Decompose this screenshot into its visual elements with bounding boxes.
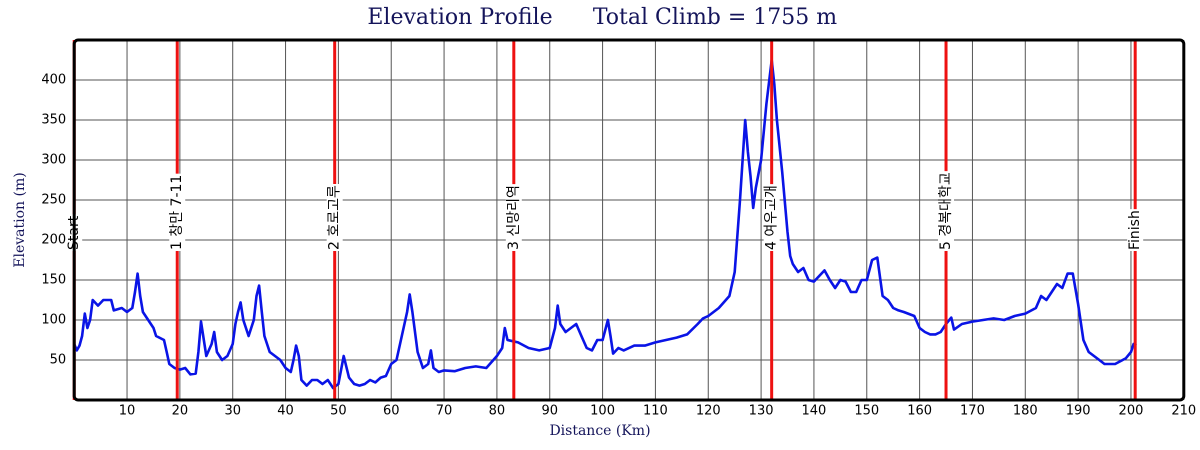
x-axis-label: Distance (Km) bbox=[549, 423, 650, 439]
x-tick-label: 160 bbox=[907, 404, 932, 419]
x-tick-label: 180 bbox=[1013, 404, 1038, 419]
y-tick-label: 350 bbox=[41, 113, 66, 128]
x-tick-label: 170 bbox=[960, 404, 985, 419]
checkpoint-label-group: 4 여우고개 bbox=[763, 184, 780, 251]
checkpoint-label-group: Finish bbox=[1127, 209, 1144, 251]
checkpoint-label-bg bbox=[763, 184, 780, 251]
elevation-line bbox=[72, 58, 1137, 390]
y-axis-label: Elevation (m) bbox=[12, 172, 28, 267]
x-tick-label: 130 bbox=[749, 404, 774, 419]
checkpoint-label-bg bbox=[1127, 209, 1144, 251]
x-tick-label: 50 bbox=[330, 404, 347, 419]
y-tick-label: 100 bbox=[41, 313, 66, 328]
checkpoint-label-group: 2 호로고루 bbox=[326, 184, 343, 251]
checkpoint-label: 4 여우고개 bbox=[764, 185, 780, 250]
x-tick-label: 30 bbox=[224, 404, 241, 419]
x-tick-label: 40 bbox=[277, 404, 294, 419]
checkpoint-label-bg bbox=[326, 184, 343, 251]
x-tick-label: 150 bbox=[854, 404, 879, 419]
x-tick-label: 90 bbox=[541, 404, 558, 419]
x-tick-label: 60 bbox=[383, 404, 400, 419]
x-tick-label: 140 bbox=[802, 404, 827, 419]
x-tick-label: 200 bbox=[1119, 404, 1144, 419]
chart-subtitle: Total Climb = 1755 m bbox=[593, 5, 837, 30]
checkpoint-label-bg bbox=[169, 173, 186, 251]
y-tick-label: 400 bbox=[41, 73, 66, 88]
checkpoint-label-bg bbox=[505, 184, 522, 251]
x-tick-label: 120 bbox=[696, 404, 721, 419]
checkpoint-label-group: 1 창만 7-11 bbox=[169, 173, 186, 251]
checkpoint-label: 2 호로고루 bbox=[327, 185, 343, 250]
checkpoint-label: 1 창만 7-11 bbox=[169, 175, 185, 250]
x-tick-label: 190 bbox=[1066, 404, 1091, 419]
x-tick-label: 110 bbox=[643, 404, 668, 419]
y-tick-label: 150 bbox=[41, 273, 66, 288]
checkpoint-label-group: 3 신망리역 bbox=[505, 184, 522, 251]
checkpoint-label: 3 신망리역 bbox=[506, 185, 522, 250]
checkpoint-label: Finish bbox=[1127, 210, 1143, 250]
plot-frame bbox=[72, 38, 1186, 402]
x-tick-label: 80 bbox=[489, 404, 506, 419]
x-tick-label: 70 bbox=[436, 404, 453, 419]
checkpoint-label: 5 경복대학교 bbox=[938, 172, 954, 250]
y-tick-label: 200 bbox=[41, 233, 66, 248]
x-tick-label: 210 bbox=[1171, 404, 1196, 419]
x-tick-label: 10 bbox=[119, 404, 136, 419]
y-tick-label: 250 bbox=[41, 193, 66, 208]
chart-title: Elevation Profile bbox=[367, 5, 552, 30]
y-tick-label: 300 bbox=[41, 153, 66, 168]
x-tick-label: 100 bbox=[590, 404, 615, 419]
checkpoint-label-group: 5 경복대학교 bbox=[938, 171, 955, 251]
y-tick-label: 50 bbox=[50, 353, 67, 368]
x-tick-label: 20 bbox=[172, 404, 189, 419]
checkpoint-label-bg bbox=[938, 171, 955, 251]
